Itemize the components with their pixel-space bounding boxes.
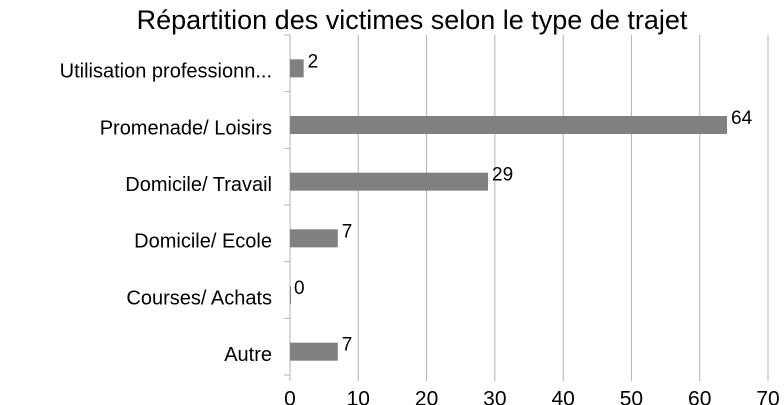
chart-title: Répartition des victimes selon le type d… — [137, 5, 688, 35]
x-tick-label: 70 — [756, 388, 779, 405]
y-tick-label: Autre — [224, 344, 272, 366]
y-tick-label: Promenade/ Loisirs — [100, 117, 272, 139]
x-tick-label: 30 — [483, 388, 506, 405]
y-tick-label: Domicile/ Ecole — [134, 231, 272, 253]
bar — [290, 342, 338, 361]
x-tick-label: 0 — [284, 388, 296, 405]
data-label: 7 — [342, 335, 353, 356]
x-tick-label: 10 — [347, 388, 370, 405]
x-tick-label: 20 — [415, 388, 438, 405]
bar — [290, 59, 304, 78]
y-tick-label: Utilisation professionn... — [60, 61, 272, 83]
data-label: 0 — [294, 278, 305, 299]
x-tick-label: 50 — [620, 388, 643, 405]
y-tick-label: Domicile/ Travail — [125, 174, 272, 196]
bar — [290, 286, 291, 304]
x-tick-label: 40 — [551, 388, 574, 405]
data-label: 29 — [492, 165, 513, 186]
x-tick-label: 60 — [688, 388, 711, 405]
data-label: 7 — [342, 221, 353, 242]
y-tick-label: Courses/ Achats — [126, 287, 272, 309]
data-label: 2 — [308, 51, 319, 72]
bar — [290, 229, 338, 248]
data-label: 64 — [731, 108, 753, 129]
bar — [290, 116, 728, 134]
bar — [290, 172, 489, 191]
